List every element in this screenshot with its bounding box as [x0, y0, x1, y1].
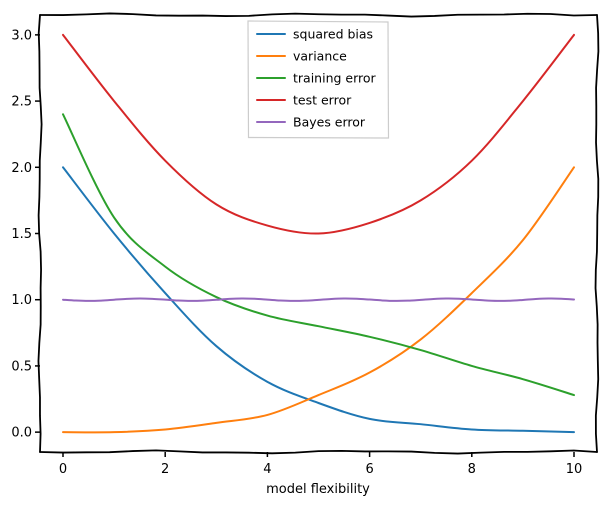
ticks-layer: 0 2 4 6 8 10 0.0 0.5 1.0 1.5 2.0 2.5 3.0	[11, 28, 582, 477]
legend-label: variance	[293, 49, 347, 64]
series-line-training-error	[62, 113, 575, 397]
x-tick-label: 4	[263, 462, 271, 477]
y-tick-label: 3.0	[11, 28, 32, 43]
x-tick-label: 2	[161, 462, 169, 477]
y-tick-label: 2.0	[11, 161, 32, 176]
x-axis-label: model flexibility	[266, 482, 370, 497]
series-line-squared-bias	[62, 166, 575, 434]
x-tick-label: 6	[365, 462, 373, 477]
legend-label: squared bias	[293, 27, 373, 42]
series-line-variance	[62, 166, 575, 434]
top-spine	[39, 12, 598, 18]
x-tick-label: 8	[468, 462, 476, 477]
y-tick-label: 0.0	[11, 426, 32, 441]
axes-layer	[37, 12, 600, 455]
y-tick-label: 2.5	[11, 95, 32, 110]
legend-label: Bayes error	[293, 115, 366, 130]
y-tick-label: 1.0	[11, 293, 32, 308]
series-line-test-error	[62, 33, 575, 235]
legend: squared bias variance training error test e…	[247, 20, 390, 139]
series-line-bayes-error	[62, 297, 575, 302]
legend-label: test error	[293, 93, 352, 108]
legend-label: training error	[293, 71, 377, 86]
right-spine	[594, 14, 600, 453]
x-axis-line	[39, 449, 598, 455]
series-layer	[62, 33, 575, 434]
legend-frame	[247, 20, 390, 139]
x-tick-label: 0	[59, 462, 67, 477]
y-tick-label: 1.5	[11, 227, 32, 242]
y-tick-label: 0.5	[11, 359, 32, 374]
x-tick-label: 10	[566, 462, 583, 477]
